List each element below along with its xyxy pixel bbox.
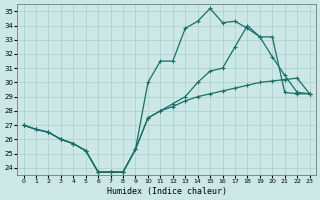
X-axis label: Humidex (Indice chaleur): Humidex (Indice chaleur) — [107, 187, 227, 196]
